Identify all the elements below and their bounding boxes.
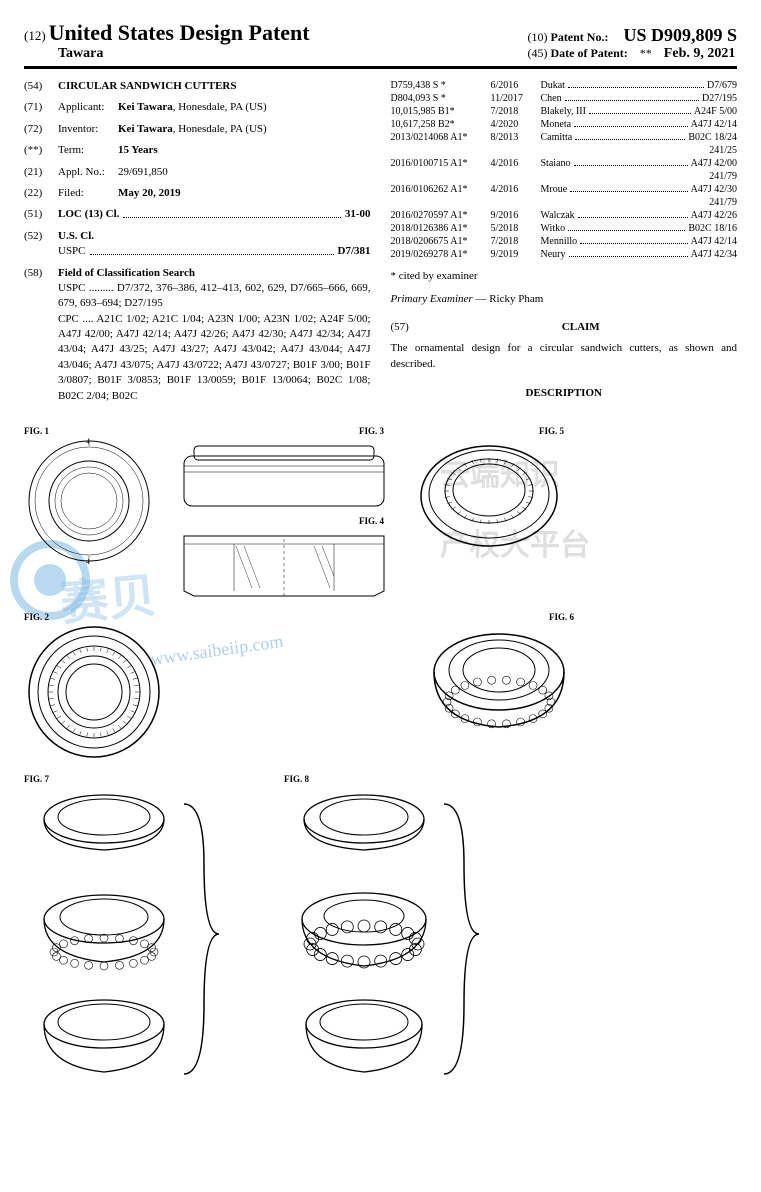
f71-val: Kei Tawara, Honesdale, PA (US) <box>118 100 267 115</box>
header-right: (10) Patent No.: US D909,809 S (45) Date… <box>527 25 737 62</box>
header: (12) United States Design Patent Tawara … <box>24 20 737 69</box>
fig2-label: FIG. 2 <box>24 612 164 622</box>
fig7-label: FIG. 7 <box>24 774 244 784</box>
svg-text:4: 4 <box>86 558 90 566</box>
claim-title: CLAIM <box>425 320 738 335</box>
dop-label: Date of Patent: <box>550 46 627 60</box>
patent-date: Feb. 9, 2021 <box>664 46 736 61</box>
f21-val: 29/691,850 <box>118 165 168 180</box>
body-columns: (54) CIRCULAR SANDWICH CUTTERS (71) Appl… <box>24 79 737 410</box>
f72-val: Kei Tawara, Honesdale, PA (US) <box>118 122 267 137</box>
f54-val: CIRCULAR SANDWICH CUTTERS <box>58 79 236 94</box>
f51-label: LOC (13) Cl. <box>58 207 119 222</box>
patent-no-label: Patent No.: <box>550 30 608 44</box>
reference-row: D804,093 S *11/2017ChenD27/195 <box>391 92 738 105</box>
fig3-label: FIG. 3 <box>174 426 384 436</box>
patent-number: US D909,809 S <box>623 25 737 45</box>
reference-row: 2016/0270597 A1*9/2016WalczakA47J 42/26 <box>391 209 738 222</box>
fig7-drawing <box>24 784 244 1084</box>
svg-text:4: 4 <box>86 438 90 446</box>
header-left: (12) United States Design Patent Tawara <box>24 20 527 62</box>
reference-subclass: 241/79 <box>391 170 738 183</box>
patent-title: United States Design Patent <box>49 20 310 45</box>
claim-text: The ornamental design for a circular san… <box>391 341 738 372</box>
label-10: (10) <box>527 30 547 44</box>
f72-label: Inventor: <box>58 122 118 137</box>
f58-cpc: CPC .... A21C 1/02; A21C 1/04; A23N 1/00… <box>58 312 371 404</box>
f22-label: Filed: <box>58 186 118 201</box>
reference-subclass: 241/79 <box>391 196 738 209</box>
description-title: DESCRIPTION <box>391 386 738 401</box>
reference-row: 2018/0206675 A1*7/2018MennilloA47J 42/14 <box>391 235 738 248</box>
reference-row: 2016/0100715 A1*4/2016StaianoA47J 42/00 <box>391 157 738 170</box>
figure-3-4-group: FIG. 3 FIG. 4 <box>174 426 394 606</box>
f58-label: Field of Classification Search <box>58 266 195 281</box>
prefix-12: (12) <box>24 28 46 43</box>
examiner-name: Ricky Pham <box>489 293 543 305</box>
right-column: D759,438 S *6/2016DukatD7/679D804,093 S … <box>391 79 738 410</box>
f51-num: (51) <box>24 207 58 222</box>
fig8-label: FIG. 8 <box>284 774 504 784</box>
figure-7: FIG. 7 <box>24 774 244 1084</box>
cited-note: * cited by examiner <box>391 269 738 284</box>
label-45: (45) <box>527 46 547 60</box>
star: ** <box>640 46 652 60</box>
f52-val: D7/381 <box>338 244 371 259</box>
f21-label: Appl. No.: <box>58 165 118 180</box>
f72-num: (72) <box>24 122 58 137</box>
reference-row: 10,617,258 B2*4/2020MonetaA47J 42/14 <box>391 118 738 131</box>
fig1-label: FIG. 1 <box>24 426 154 436</box>
examiner-line: Primary Examiner — Ricky Pham <box>391 292 738 307</box>
references-list: D759,438 S *6/2016DukatD7/679D804,093 S … <box>391 79 738 261</box>
figure-8: FIG. 8 <box>284 774 504 1084</box>
left-column: (54) CIRCULAR SANDWICH CUTTERS (71) Appl… <box>24 79 371 410</box>
fig8-drawing <box>284 784 504 1084</box>
f52-num: (52) <box>24 229 58 244</box>
figure-5: FIG. 5 <box>414 426 564 566</box>
fig3-drawing <box>174 436 394 516</box>
fterm-val: 15 Years <box>118 143 158 158</box>
reference-row: 10,015,985 B1*7/2018Blakely, IIIA24F 5/0… <box>391 105 738 118</box>
f58-uspc: USPC ......... D7/372, 376–386, 412–413,… <box>58 281 371 312</box>
f22-num: (22) <box>24 186 58 201</box>
reference-row: D759,438 S *6/2016DukatD7/679 <box>391 79 738 92</box>
dotted-line <box>123 207 340 218</box>
fig1-drawing: 4 4 <box>24 436 154 566</box>
f58-num: (58) <box>24 266 58 281</box>
fig6-drawing <box>424 622 574 742</box>
fig5-label: FIG. 5 <box>414 426 564 436</box>
figure-6: FIG. 6 <box>424 612 574 742</box>
figure-1: FIG. 1 4 4 <box>24 426 154 566</box>
author-name: Tawara <box>58 46 527 62</box>
f71-label: Applicant: <box>58 100 118 115</box>
fig4-drawing <box>174 526 394 606</box>
f21-num: (21) <box>24 165 58 180</box>
fterm-num: (**) <box>24 143 58 158</box>
fig6-label: FIG. 6 <box>424 612 574 622</box>
fig4-label: FIG. 4 <box>174 516 384 526</box>
reference-subclass: 241/25 <box>391 144 738 157</box>
f52-label: U.S. Cl. <box>58 229 94 244</box>
fterm-label: Term: <box>58 143 118 158</box>
reference-row: 2018/0126386 A1*5/2018WitkoB02C 18/16 <box>391 222 738 235</box>
reference-row: 2016/0106262 A1*4/2016MroueA47J 42/30 <box>391 183 738 196</box>
fig5-drawing <box>414 436 564 566</box>
f22-val: May 20, 2019 <box>118 186 181 201</box>
f51-val: 31-00 <box>345 207 371 222</box>
reference-row: 2019/0269278 A1*9/2019NeuryA47J 42/34 <box>391 248 738 261</box>
fig2-drawing <box>24 622 164 762</box>
f54-num: (54) <box>24 79 58 94</box>
f57-num: (57) <box>391 320 425 335</box>
reference-row: 2013/0214068 A1*8/2013CamittaB02C 18/24 <box>391 131 738 144</box>
figures-area: FIG. 1 4 4 FIG. 3 FIG. 4 <box>24 426 737 1084</box>
f52-sub: USPC <box>58 244 86 259</box>
figure-2: FIG. 2 <box>24 612 164 762</box>
dotted-line <box>90 244 334 255</box>
f71-num: (71) <box>24 100 58 115</box>
examiner-label: Primary Examiner <box>391 293 473 305</box>
